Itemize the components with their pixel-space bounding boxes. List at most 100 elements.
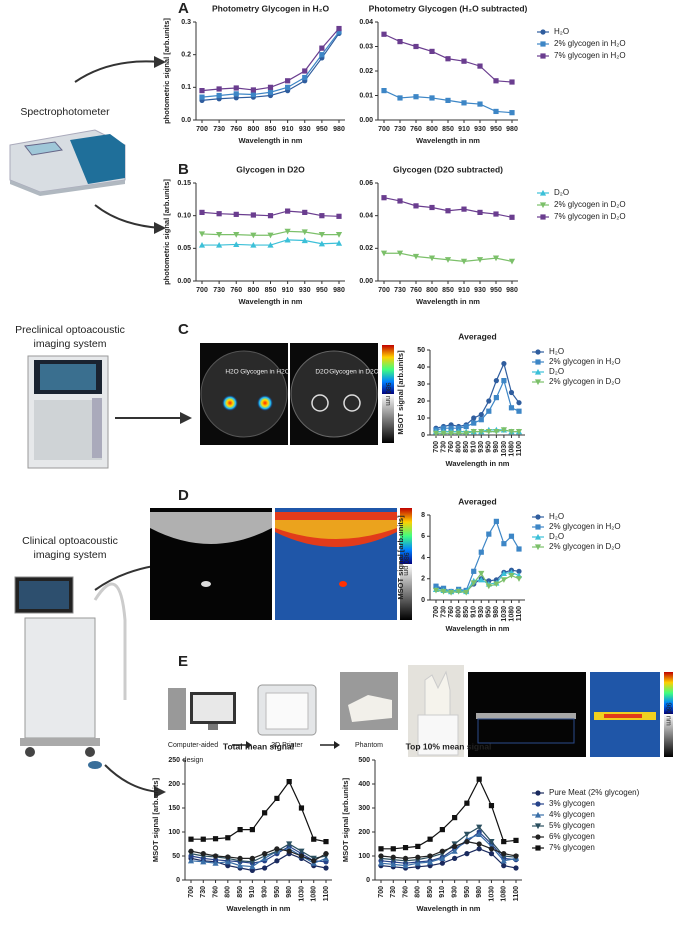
x-tick-label: 700 — [196, 287, 208, 294]
y-tick-label: 0 — [421, 597, 425, 604]
marker — [486, 398, 492, 404]
marker — [318, 232, 325, 238]
marker — [286, 779, 292, 785]
marker — [501, 541, 507, 547]
x-tick-label: 800 — [455, 606, 462, 618]
x-tick-label: 850 — [463, 441, 470, 453]
workflow-label: 3D Printer — [271, 742, 303, 749]
marker — [335, 240, 343, 246]
x-tick-label: 980 — [493, 606, 500, 618]
marker — [476, 257, 484, 263]
marker — [311, 858, 317, 864]
x-tick-label: 950 — [490, 287, 502, 294]
marker — [429, 204, 435, 211]
marker — [285, 78, 291, 84]
marker — [284, 228, 291, 235]
marker — [319, 213, 325, 219]
y-tick-label: 0.05 — [177, 245, 191, 252]
marker — [440, 588, 447, 595]
marker — [492, 255, 500, 262]
chart-title: Top 10% mean signal — [406, 741, 492, 751]
x-axis-label: Wavelength in nm — [446, 624, 510, 633]
device-label: imaging system — [34, 338, 107, 350]
marker — [285, 208, 291, 214]
x-tick-label: 980 — [333, 287, 345, 294]
workflow-label: design — [183, 757, 204, 764]
x-tick-label: 800 — [426, 287, 438, 294]
marker — [199, 209, 205, 215]
marker — [515, 576, 523, 582]
y-tick-label: 50 — [417, 347, 425, 354]
legend-label: D₂O — [549, 367, 564, 376]
marker — [198, 231, 206, 238]
marker — [534, 379, 542, 386]
marker — [464, 800, 470, 806]
marker — [460, 258, 468, 265]
x-tick-label: 1030 — [298, 886, 305, 902]
marker — [380, 250, 388, 257]
x-tick-label: 800 — [426, 126, 438, 133]
marker — [464, 839, 470, 845]
chart-title: Averaged — [458, 496, 496, 506]
marker — [501, 863, 507, 869]
x-tick-label: 980 — [506, 287, 518, 294]
legend-label: 7% glycogen in D₂O — [554, 212, 626, 221]
image-label: D2O — [315, 369, 328, 376]
x-axis-label: Wavelength in nm — [239, 136, 303, 145]
device-label: Spectrophotometer — [20, 106, 110, 118]
x-tick-label: 730 — [213, 287, 225, 294]
x-axis-label: Wavelength in nm — [239, 297, 303, 306]
y-tick-label: 250 — [168, 757, 180, 764]
marker — [471, 568, 477, 574]
colorbar-label: 980 nm — [665, 702, 672, 726]
marker — [501, 378, 507, 384]
marker — [493, 108, 499, 115]
marker — [323, 865, 329, 871]
y-tick-label: 0 — [176, 877, 180, 884]
x-tick-label: 760 — [402, 886, 409, 898]
marker — [233, 95, 239, 101]
series-line — [435, 378, 520, 431]
marker — [274, 858, 280, 864]
x-tick-label: 800 — [248, 287, 260, 294]
y-tick-label: 0.03 — [359, 43, 373, 50]
marker — [236, 862, 244, 869]
phantom-section — [200, 350, 288, 438]
legend-label: 2% glycogen in H₂O — [554, 39, 626, 48]
panel-letter: B — [178, 161, 189, 178]
arrow-head — [154, 56, 166, 68]
signal-ring — [311, 394, 329, 412]
marker — [397, 198, 403, 204]
marker — [250, 87, 256, 93]
x-tick-label: 980 — [286, 886, 293, 898]
marker — [500, 427, 508, 433]
marker — [381, 88, 387, 94]
x-tick-label: 950 — [316, 287, 328, 294]
x-tick-label: 910 — [471, 606, 478, 618]
marker — [478, 576, 485, 583]
y-tick-label: 400 — [358, 781, 370, 788]
x-tick-label: 910 — [458, 126, 470, 133]
x-tick-label: 1080 — [508, 441, 515, 457]
legend-label: D₂O — [554, 188, 569, 197]
marker — [381, 195, 387, 201]
x-tick-label: 1100 — [323, 886, 330, 901]
marker — [488, 846, 495, 852]
marker — [439, 860, 445, 866]
marker — [432, 430, 440, 437]
clinical-system-icon — [14, 576, 127, 769]
marker — [415, 843, 421, 849]
marker — [250, 232, 257, 239]
marker — [250, 241, 257, 248]
marker — [429, 48, 435, 54]
marker — [508, 389, 515, 396]
marker — [539, 189, 547, 196]
y-tick-label: 40 — [417, 364, 425, 371]
marker — [301, 237, 308, 244]
chart-title: Glycogen (D2O subtracted) — [393, 164, 503, 174]
marker — [486, 531, 492, 537]
marker — [470, 580, 477, 587]
marker — [540, 53, 546, 59]
marker — [311, 836, 317, 842]
